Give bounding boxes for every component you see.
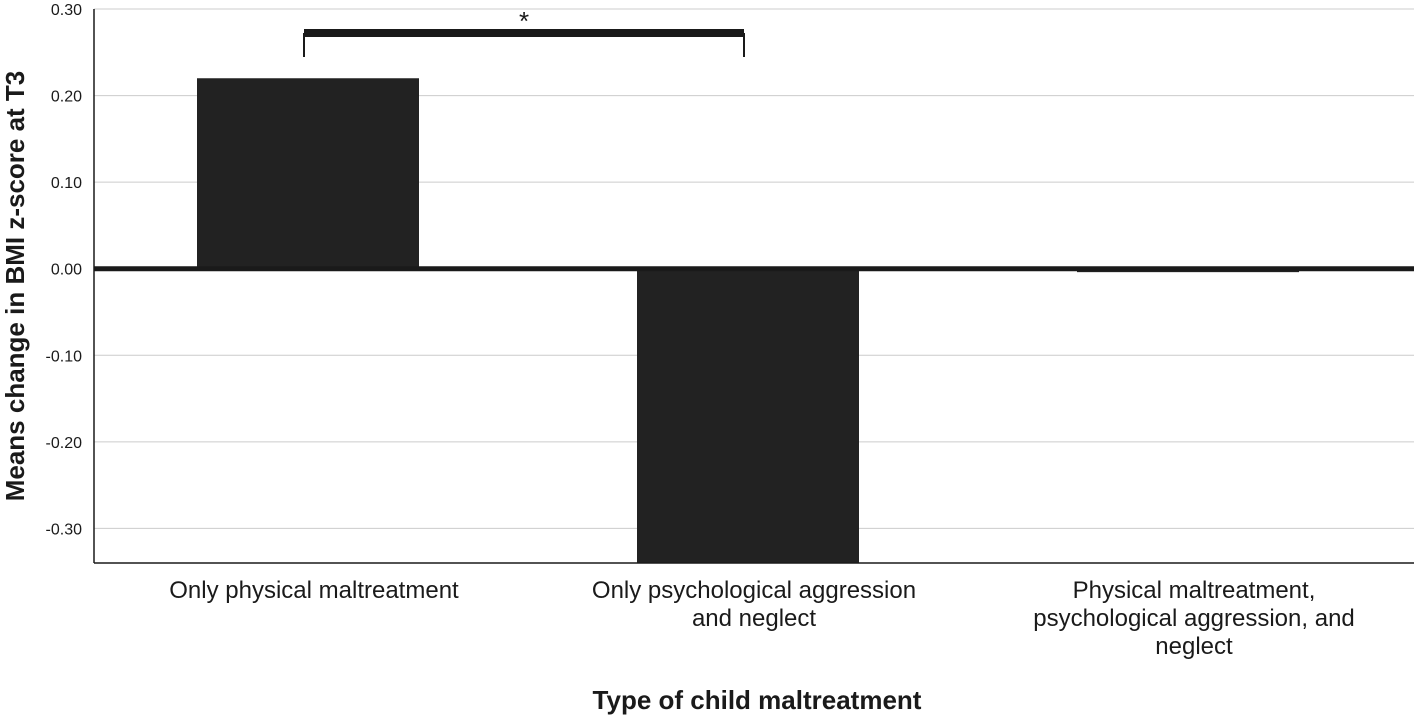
y-tick-label: -0.20 xyxy=(46,435,83,452)
bars xyxy=(197,78,1299,563)
significance-bracket: * xyxy=(303,6,745,57)
significance-label: * xyxy=(519,6,529,36)
bar xyxy=(637,268,859,563)
x-category-label: Physical maltreatment, xyxy=(1073,577,1316,604)
x-category-label: psychological aggression, and xyxy=(1033,605,1355,632)
x-category-label: neglect xyxy=(1155,633,1233,660)
x-category-labels: Only physical maltreatment Only psycholog… xyxy=(169,577,1355,660)
x-category-label: Only psychological aggression xyxy=(592,577,916,604)
y-tick-labels: 0.30 0.20 0.10 0.00 -0.10 -0.20 -0.30 xyxy=(46,2,83,538)
y-tick-label: 0.10 xyxy=(51,175,82,192)
x-category-label: Only physical maltreatment xyxy=(169,577,459,604)
y-tick-label: -0.30 xyxy=(46,521,83,538)
y-tick-label: 0.00 xyxy=(51,262,82,279)
bar xyxy=(197,78,419,269)
y-axis-title: Means change in BMI z-score at T3 xyxy=(0,71,30,502)
y-tick-label: 0.30 xyxy=(51,2,82,19)
x-axis-title: Type of child maltreatment xyxy=(593,685,922,715)
y-tick-label: 0.20 xyxy=(51,89,82,106)
axes xyxy=(93,9,1414,564)
x-category-label: and neglect xyxy=(692,605,816,632)
y-tick-label: -0.10 xyxy=(46,348,83,365)
